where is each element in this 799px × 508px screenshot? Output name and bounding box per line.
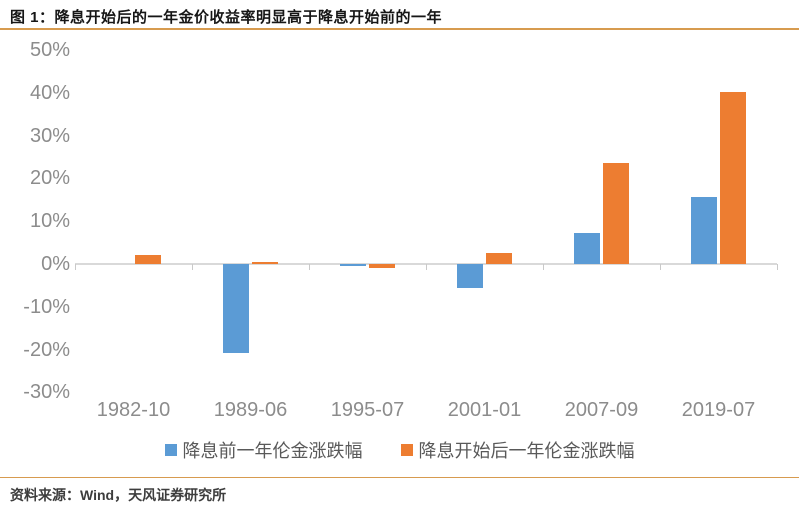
y-axis-tick-label: 30% <box>29 124 70 147</box>
x-axis-tick-mark <box>308 264 310 270</box>
y-axis-tick-label: 20% <box>29 167 70 190</box>
bar-post-cut-1989-06 <box>252 261 278 264</box>
data-source-note: 资料来源：Wind，天风证券研究所 <box>10 487 227 503</box>
x-axis-category-label: 2001-01 <box>447 399 522 421</box>
y-axis-tick-label: -30% <box>23 381 70 404</box>
bar-pre-cut-2007-09 <box>574 232 600 264</box>
x-axis-tick-mark <box>776 264 778 270</box>
legend-label-pre-cut: 降息前一年伦金涨跌幅 <box>182 441 363 461</box>
title-divider <box>0 28 799 30</box>
y-axis-tick-label: 40% <box>29 81 70 104</box>
bar-pre-cut-1995-07 <box>340 264 366 267</box>
x-axis-tick-mark <box>542 264 544 270</box>
bar-pre-cut-2019-07 <box>691 196 717 264</box>
bar-post-cut-1995-07 <box>369 264 395 269</box>
y-axis-tick-label: -20% <box>23 338 70 361</box>
x-axis-category-label: 2007-09 <box>564 399 639 421</box>
figure-title: 图 1：降息开始后的一年金价收益率明显高于降息开始前的一年 <box>10 9 443 26</box>
bar-post-cut-2019-07 <box>720 91 746 264</box>
legend-swatch-orange-icon <box>400 444 413 456</box>
bar-post-cut-2007-09 <box>603 163 629 264</box>
x-axis-category-label: 1982-10 <box>96 399 171 421</box>
x-axis-category-label: 2019-07 <box>681 399 756 421</box>
legend-label-post-cut: 降息开始后一年伦金涨跌幅 <box>418 441 635 461</box>
bar-pre-cut-2001-01 <box>457 264 483 288</box>
bar-chart: 50% 40% 30% 20% 10% 0% -10% -20% -30% 1982-10 198… <box>0 30 799 430</box>
footer-divider <box>0 477 799 478</box>
x-axis-category-label: 1989-06 <box>213 399 288 421</box>
x-axis-tick-mark <box>191 264 193 270</box>
x-axis-tick-mark <box>659 264 661 270</box>
y-axis-tick-label: 50% <box>29 39 70 61</box>
bar-post-cut-1982-10 <box>135 255 161 264</box>
x-axis-tick-mark <box>425 264 427 270</box>
x-axis-line <box>75 262 777 265</box>
bar-pre-cut-1989-06 <box>223 264 249 353</box>
legend-swatch-blue-icon <box>164 444 177 456</box>
chart-legend: 降息前一年伦金涨跌幅 降息开始后一年伦金涨跌幅 <box>0 437 799 463</box>
legend-item-pre-cut: 降息前一年伦金涨跌幅 <box>164 437 363 463</box>
x-axis-category-label: 1995-07 <box>330 399 405 421</box>
y-axis-tick-label: -10% <box>23 295 70 318</box>
y-axis-tick-label: 0% <box>41 253 70 275</box>
x-axis-tick-mark <box>74 264 76 270</box>
legend-item-post-cut: 降息开始后一年伦金涨跌幅 <box>400 437 635 463</box>
y-axis-tick-label: 10% <box>29 210 70 233</box>
bar-post-cut-2001-01 <box>486 252 512 264</box>
